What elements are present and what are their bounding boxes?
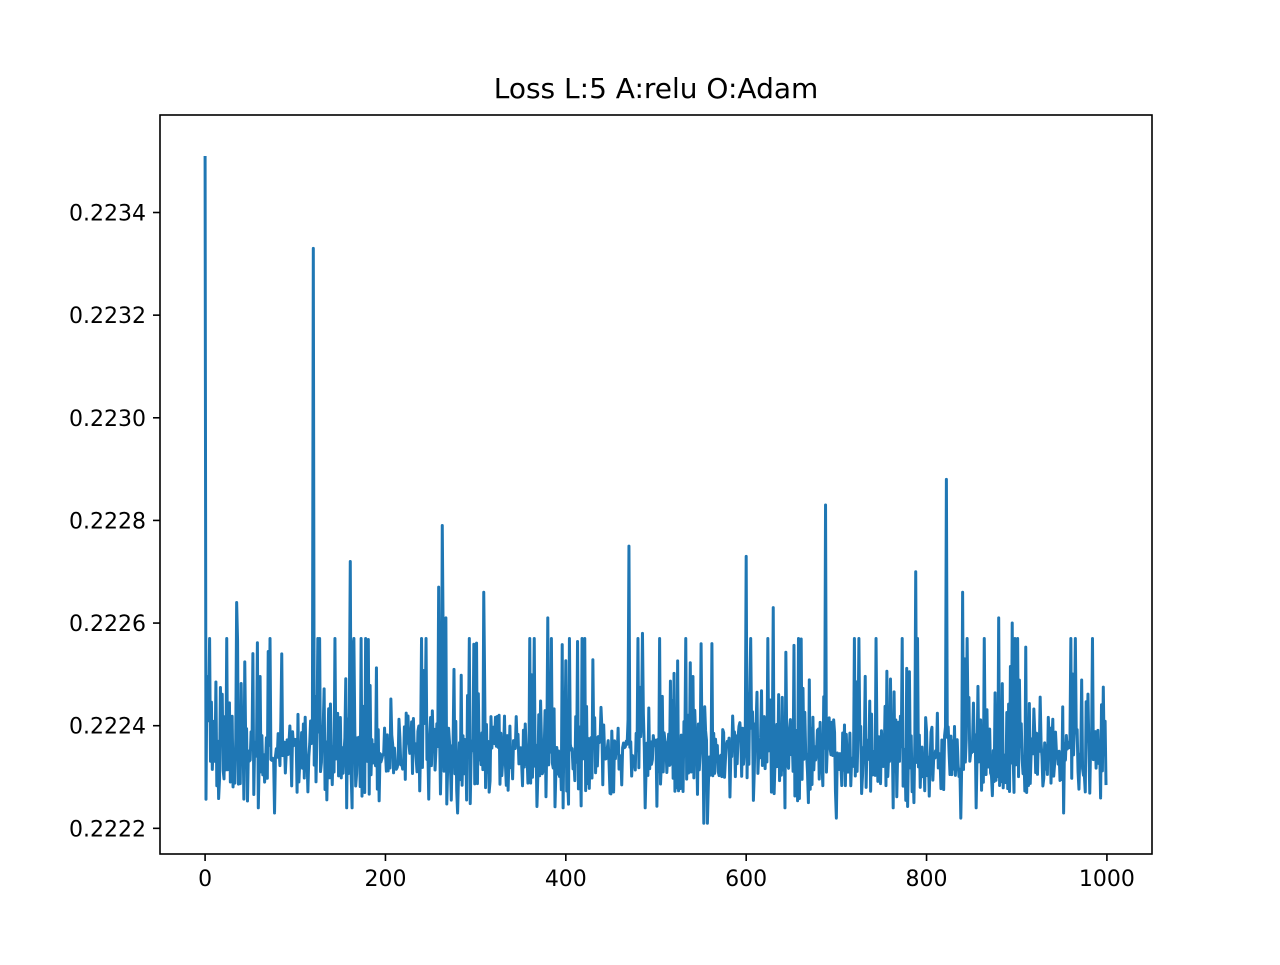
axes-frame <box>159 114 1153 855</box>
chart-title: Loss L:5 A:relu O:Adam <box>494 72 819 105</box>
series-line <box>203 156 1108 825</box>
y-tick-label: 0.2226 <box>69 612 146 637</box>
y-tick-label: 0.2234 <box>69 202 146 227</box>
y-tick-label: 0.2222 <box>69 817 146 842</box>
y-tick-label: 0.2224 <box>69 715 146 740</box>
y-tick-label: 0.2230 <box>69 407 146 432</box>
x-tick-label: 600 <box>725 867 767 892</box>
x-tick-label: 0 <box>198 867 212 892</box>
y-tick-label: 0.2232 <box>69 304 146 329</box>
x-tick-label: 400 <box>545 867 587 892</box>
x-tick-label: 200 <box>364 867 406 892</box>
plot-area: 0 200 400 600 800 1000 0.2222 0.2224 0.2226 0.222… <box>69 114 1153 892</box>
x-tick-label: 1000 <box>1079 867 1135 892</box>
x-tick-label: 800 <box>906 867 948 892</box>
y-tick-label: 0.2228 <box>69 509 146 534</box>
